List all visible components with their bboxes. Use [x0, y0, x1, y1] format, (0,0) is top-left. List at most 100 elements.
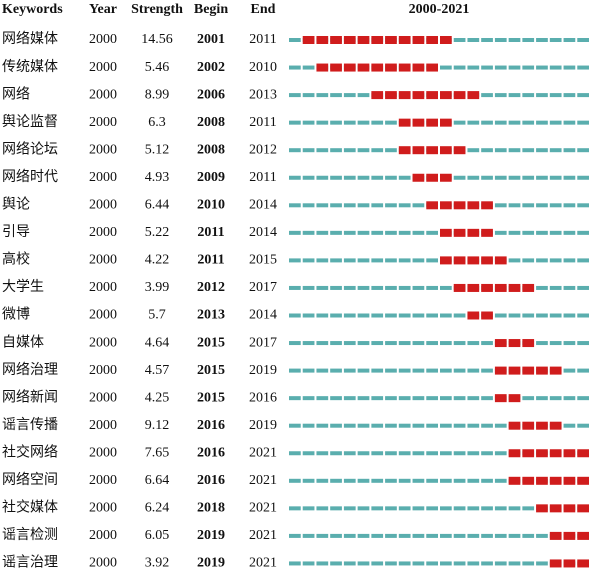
timeline-segment [536, 533, 548, 538]
burst-bar [426, 201, 493, 210]
timeline-segment [330, 285, 342, 290]
burst-segment [549, 476, 562, 485]
timeline-segment [440, 341, 452, 346]
burst-segment [371, 91, 384, 100]
timeline-segment [289, 506, 301, 511]
timeline-segment [371, 423, 384, 428]
cell: 2021 [249, 501, 277, 516]
burst-segment [371, 63, 384, 72]
burst-segment [522, 283, 535, 292]
timeline-segment [549, 396, 562, 401]
timeline-segment [522, 175, 535, 180]
keyword: 自媒体 [2, 334, 44, 350]
burst-segment [508, 449, 521, 458]
timeline-segment [508, 148, 521, 153]
timeline-segment [289, 93, 301, 98]
timeline-segment [467, 148, 480, 153]
timeline-segment [508, 175, 521, 180]
cell: 2018 [197, 501, 225, 516]
cell: 2015 [197, 363, 225, 378]
timeline-segment [508, 230, 521, 235]
keyword: 谣言检测 [2, 527, 58, 543]
timeline-segment [563, 285, 576, 290]
timeline-segment [440, 533, 452, 538]
burst-segment [522, 339, 535, 348]
timeline-segment [302, 93, 315, 98]
burst-bar [549, 559, 589, 568]
timeline-segment [522, 533, 535, 538]
timeline-segment [343, 368, 356, 373]
cell: 2000 [89, 198, 117, 213]
timeline-segment [481, 93, 493, 98]
burst-segment [536, 449, 548, 458]
timeline-segment [508, 120, 521, 125]
burst-segment [426, 36, 438, 44]
cell: 6.05 [145, 528, 170, 543]
burst-segment [508, 394, 521, 403]
timeline-segment [440, 506, 452, 511]
timeline-segment [494, 148, 507, 153]
timeline-segment [289, 478, 301, 483]
timeline-segment [549, 230, 562, 235]
timeline-segment [385, 258, 397, 263]
timeline-segment [577, 396, 589, 401]
timeline-segment [508, 506, 521, 511]
timeline-segment [549, 341, 562, 346]
timeline-segment [563, 203, 576, 208]
cell: 2021 [249, 473, 277, 488]
keyword: 高校 [2, 251, 30, 268]
burst-segment [522, 449, 535, 458]
timeline-segment [577, 368, 589, 373]
column-header: End [251, 2, 276, 17]
timeline-segment [343, 506, 356, 511]
burst-segment [536, 421, 548, 430]
timeline-segment [577, 93, 589, 98]
timeline-segment [330, 148, 342, 153]
burst-segment [426, 201, 438, 210]
timeline-segment [481, 506, 493, 511]
burst-segment [563, 504, 576, 513]
cell: 8.99 [145, 87, 170, 102]
timeline-segment [426, 230, 438, 235]
timeline-segment [316, 120, 329, 125]
timeline-segment [330, 341, 342, 346]
keyword: 社交网络 [2, 443, 58, 460]
timeline-segment [289, 258, 301, 263]
burst-segment [563, 559, 576, 568]
burst-segment [330, 63, 342, 72]
timeline-segment [412, 258, 425, 263]
timeline-segment [426, 506, 438, 511]
burst-segment [412, 173, 425, 182]
timeline-segment [536, 341, 548, 346]
timeline-segment [289, 313, 301, 318]
timeline-segment [371, 258, 384, 263]
keyword: 微博 [2, 306, 30, 323]
timeline-segment [467, 175, 480, 180]
timeline-segment [481, 478, 493, 483]
cell: 2008 [197, 115, 225, 130]
timeline-segment [481, 120, 493, 125]
timeline-segment [289, 561, 301, 566]
burst-segment [453, 201, 466, 210]
timeline-segment [412, 341, 425, 346]
timeline-segment [453, 506, 466, 511]
timeline-segment [549, 313, 562, 318]
cell: 2021 [249, 556, 277, 571]
timeline-segment [357, 368, 370, 373]
burst-segment [494, 366, 507, 375]
burst-segment [440, 118, 452, 127]
timeline-segment [536, 175, 548, 180]
keyword: 谣言传播 [2, 417, 58, 433]
burst-segment [522, 421, 535, 430]
timeline-segment [467, 533, 480, 538]
burst-segment [398, 63, 411, 72]
cell: 2011 [197, 253, 224, 268]
timeline-segment [302, 341, 315, 346]
burst-segment [453, 146, 466, 155]
cell: 2000 [89, 225, 117, 240]
keyword: 谣言治理 [2, 555, 58, 571]
burst-segment [440, 36, 452, 44]
cell: 7.65 [145, 445, 170, 460]
timeline-segment [412, 203, 425, 208]
cell: 2013 [197, 308, 225, 323]
